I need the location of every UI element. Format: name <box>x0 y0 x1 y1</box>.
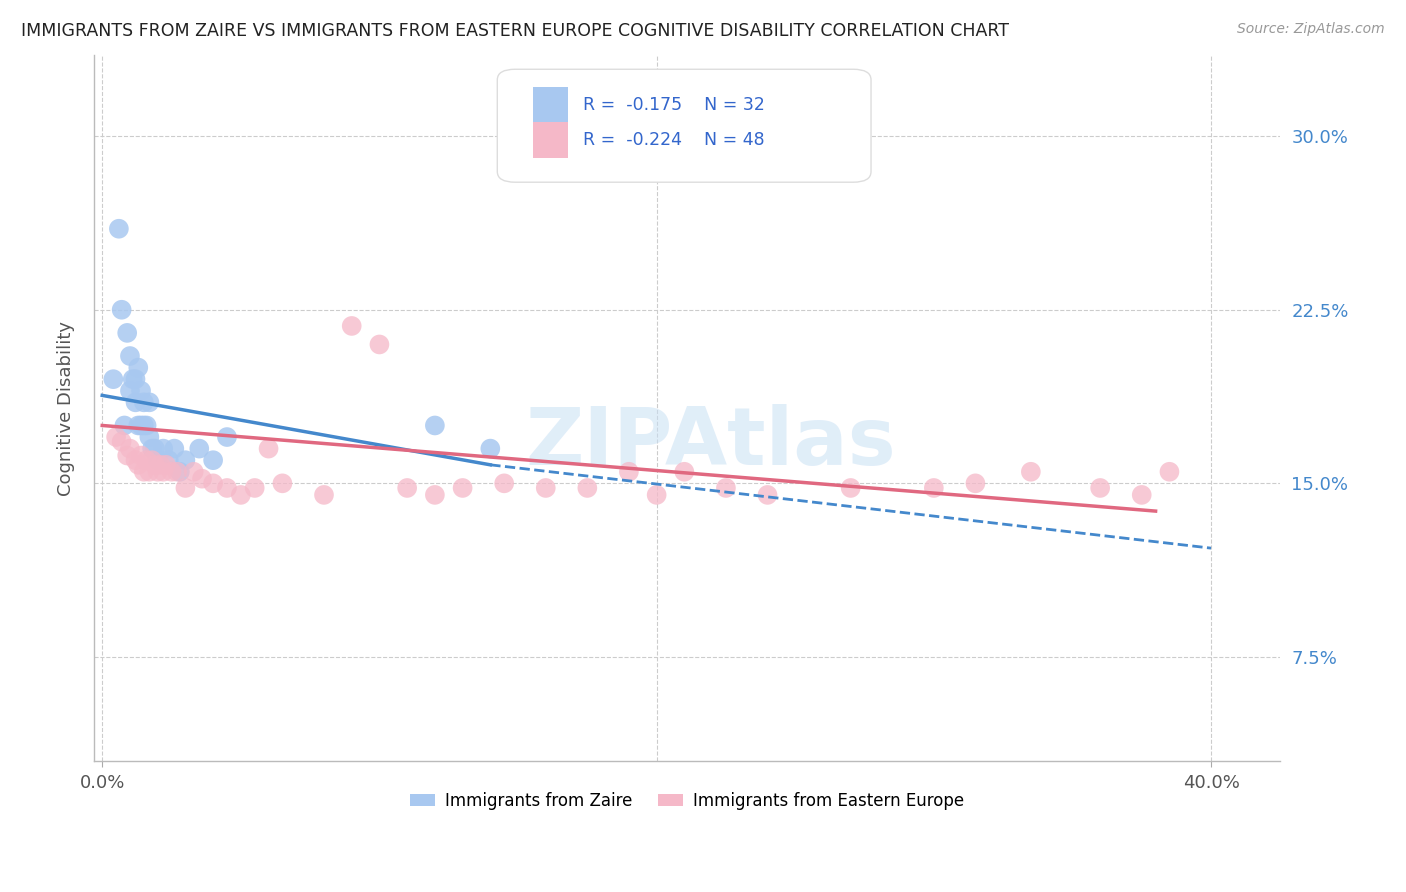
Point <box>121 372 143 386</box>
Point <box>1130 488 1153 502</box>
Point <box>146 465 169 479</box>
Point <box>215 430 238 444</box>
Point <box>534 481 557 495</box>
Point <box>756 488 779 502</box>
Point <box>174 481 197 495</box>
Point <box>494 476 516 491</box>
Point <box>183 465 205 479</box>
Point <box>576 481 599 495</box>
Point <box>174 453 197 467</box>
Point <box>146 453 169 467</box>
Text: IMMIGRANTS FROM ZAIRE VS IMMIGRANTS FROM EASTERN EUROPE COGNITIVE DISABILITY COR: IMMIGRANTS FROM ZAIRE VS IMMIGRANTS FROM… <box>21 22 1010 40</box>
Point <box>129 418 152 433</box>
Point <box>141 453 163 467</box>
Point <box>111 434 134 449</box>
Point <box>118 384 141 398</box>
Point <box>132 465 155 479</box>
Point <box>141 442 163 456</box>
Point <box>257 442 280 456</box>
Point <box>135 418 157 433</box>
Point <box>115 326 138 340</box>
Point <box>103 372 125 386</box>
Point <box>423 418 446 433</box>
Point <box>127 418 149 433</box>
Point <box>124 395 146 409</box>
Point <box>340 318 363 333</box>
Point <box>271 476 294 491</box>
Point <box>108 221 131 235</box>
Point <box>1019 465 1042 479</box>
Point <box>138 395 160 409</box>
Point <box>423 488 446 502</box>
Y-axis label: Cognitive Disability: Cognitive Disability <box>58 320 75 496</box>
Point <box>118 442 141 456</box>
Point <box>124 453 146 467</box>
Point <box>1159 465 1181 479</box>
Bar <box>533 87 568 122</box>
Point <box>396 481 419 495</box>
Point <box>163 442 186 456</box>
Point <box>129 384 152 398</box>
Point <box>215 481 238 495</box>
Point <box>105 430 128 444</box>
Point <box>157 453 180 467</box>
Point <box>115 449 138 463</box>
Point <box>155 458 177 472</box>
Point <box>229 488 252 502</box>
Text: R =  -0.175    N = 32: R = -0.175 N = 32 <box>582 95 765 113</box>
Point <box>922 481 945 495</box>
Point <box>166 465 188 479</box>
Text: R =  -0.224    N = 48: R = -0.224 N = 48 <box>582 131 765 149</box>
Point <box>118 349 141 363</box>
Point <box>645 488 668 502</box>
Text: Source: ZipAtlas.com: Source: ZipAtlas.com <box>1237 22 1385 37</box>
Point <box>138 430 160 444</box>
Point <box>143 458 166 472</box>
Point <box>839 481 862 495</box>
Point <box>160 465 183 479</box>
Point <box>965 476 987 491</box>
Point <box>202 453 225 467</box>
Point <box>152 442 174 456</box>
Point <box>112 418 135 433</box>
Point <box>132 395 155 409</box>
Point <box>479 442 502 456</box>
Point <box>368 337 391 351</box>
Point <box>135 453 157 467</box>
Point <box>152 465 174 479</box>
Point <box>1088 481 1111 495</box>
Point <box>138 465 160 479</box>
Point <box>169 465 191 479</box>
Point <box>451 481 474 495</box>
Point <box>617 465 640 479</box>
Point <box>111 302 134 317</box>
Point <box>202 476 225 491</box>
Point <box>188 442 211 456</box>
Point <box>124 372 146 386</box>
Point <box>714 481 737 495</box>
Text: ZIPAtlas: ZIPAtlas <box>526 404 896 483</box>
Point <box>149 458 172 472</box>
Point <box>127 360 149 375</box>
Point <box>191 472 214 486</box>
Point <box>243 481 266 495</box>
Point <box>127 458 149 472</box>
Point <box>129 449 152 463</box>
Point <box>312 488 335 502</box>
Point <box>143 442 166 456</box>
Point <box>132 418 155 433</box>
FancyBboxPatch shape <box>498 70 872 182</box>
Legend: Immigrants from Zaire, Immigrants from Eastern Europe: Immigrants from Zaire, Immigrants from E… <box>404 785 970 816</box>
Point <box>673 465 696 479</box>
Bar <box>533 122 568 158</box>
